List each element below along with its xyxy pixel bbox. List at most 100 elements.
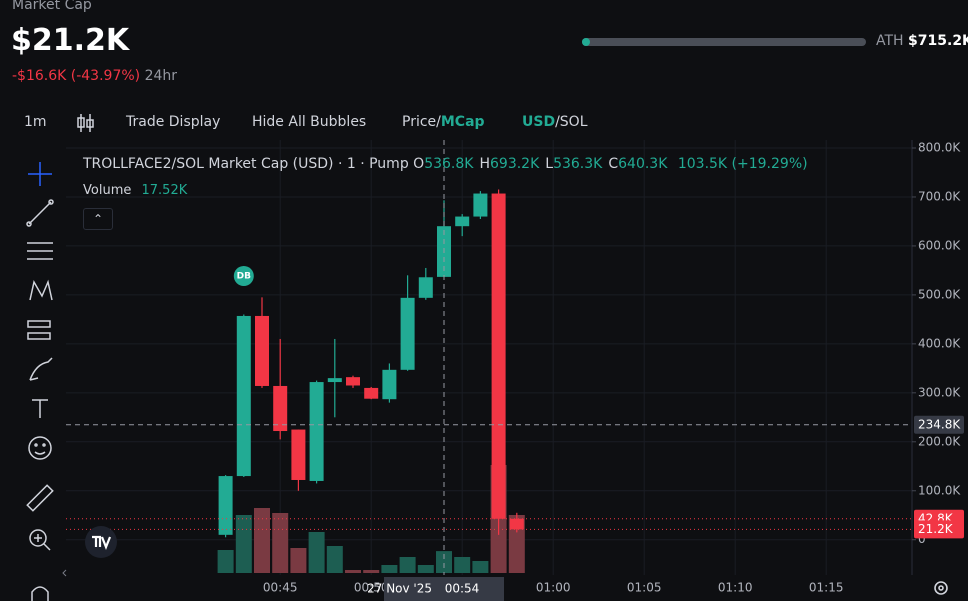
price-tag-label: 21.2K (918, 522, 954, 536)
volume-bar (363, 570, 380, 573)
volume-name: Volume (83, 183, 132, 198)
legend-key: L (545, 156, 554, 172)
candle-body (236, 315, 251, 477)
candle-body (509, 518, 524, 530)
ath-row: ATH $715.2K (876, 33, 968, 49)
candle-type-icon[interactable] (76, 112, 96, 134)
settings-icon[interactable] (934, 581, 948, 595)
volume-bar (217, 550, 234, 573)
candle-body (309, 382, 324, 481)
y-tick-label: 500.0K (918, 287, 961, 301)
legend: TROLLFACE2/SOL Market Cap (USD) · 1 · Pu… (83, 156, 808, 172)
y-axis: 0 100.0K 200.0K 300.0K 400.0K 500.0K 600.0K 700… (912, 141, 964, 546)
volume-bar (436, 551, 452, 573)
volume-bar (345, 570, 361, 573)
interval-button[interactable]: 1m (24, 114, 47, 130)
y-tick-label: 700.0K (918, 189, 961, 203)
plot-area: 00:4500:5000:5501:0001:0501:1001:15DB27 … (66, 140, 912, 601)
legend-value: 536.3K (553, 156, 603, 172)
toggle-option: SOL (559, 114, 588, 130)
volume-bar (272, 513, 289, 573)
x-tick-label: 01:05 (627, 581, 662, 595)
candle-body (364, 387, 379, 399)
tv-logo-mark (92, 535, 112, 550)
legend-change: 103.5K (+19.29%) (677, 156, 808, 172)
collapse-legend-button[interactable]: ⌃ (83, 208, 113, 230)
y-tick-label: 400.0K (918, 336, 961, 350)
header-change-row: -$16.6K (-43.97%) 24hr (12, 68, 177, 84)
bubbles-button[interactable]: Hide All Bubbles (252, 114, 367, 130)
ath-bar (582, 38, 866, 46)
scroll-left[interactable] (62, 569, 67, 577)
legend-ohlc: O536.8K H693.2K L536.3K C640.3K (413, 156, 673, 172)
crosshair-time: 00:54 (445, 582, 480, 596)
volume-bar (235, 515, 252, 573)
volume-bar (399, 557, 416, 573)
volume-bar (417, 565, 434, 573)
crosshair-y-label: 234.8K (918, 417, 961, 431)
legend-value: 536.8K (424, 156, 474, 172)
x-tick-label: 01:15 (809, 581, 844, 595)
toggle-sep: / (555, 114, 560, 130)
toggle-option: Price (402, 114, 437, 130)
x-tick-label: 00:50 (354, 581, 389, 595)
y-tick-label: 0 (918, 532, 926, 546)
legend-key: H (479, 156, 490, 172)
drawing-tools (26, 162, 54, 601)
ath-value: $715.2K (908, 33, 968, 49)
volume-bar (254, 508, 270, 573)
crosshair-x-tag (384, 577, 504, 601)
volume-bar (454, 557, 471, 573)
candle-body (382, 369, 397, 400)
candle-body (455, 216, 470, 227)
legend-key: C (608, 156, 619, 172)
volume-bar (290, 548, 307, 573)
candle-body (473, 193, 488, 217)
crosshair-date: 27 Nov '25 (367, 582, 432, 596)
trade-bubble-label: DB (237, 272, 251, 282)
candle-body (291, 429, 306, 480)
toggle-option: USD (522, 114, 556, 130)
candle-body (346, 377, 360, 386)
legend-value: 640.3K (618, 156, 668, 172)
y-tick-label: 600.0K (918, 238, 961, 252)
ath-label: ATH (876, 33, 904, 49)
volume-bar (508, 515, 525, 573)
volume-bar (472, 561, 489, 573)
ath-progress (582, 38, 590, 46)
x-tick-label: 00:45 (263, 581, 298, 595)
header-change: -$16.6K (-43.97%) (12, 68, 141, 84)
x-tick-label: 01:10 (718, 581, 753, 595)
crosshair-y-tag (914, 415, 964, 434)
trade-bubble (233, 266, 254, 286)
x-tick-label: 01:00 (536, 581, 571, 595)
volume-bar (326, 546, 343, 573)
usd-sol-toggle[interactable]: USD/SOL (522, 114, 588, 130)
legend-value: 693.2K (490, 156, 540, 172)
header-period: 24hr (144, 68, 178, 84)
volume-bar (308, 532, 325, 573)
price-tag (914, 520, 964, 539)
toggle-sep: / (436, 114, 441, 130)
y-tick-label: 200.0K (918, 434, 961, 448)
volume-legend: Volume 17.52K (83, 183, 187, 198)
volume-value: 17.52K (141, 183, 188, 198)
header-label: Market Cap (12, 0, 92, 13)
legend-key: O (413, 156, 425, 172)
candle-body (491, 193, 506, 519)
y-tick-label: 100.0K (918, 483, 961, 497)
toggle-option: MCap (440, 114, 485, 130)
trade-display-button[interactable]: Trade Display (126, 114, 221, 130)
price-mcap-toggle[interactable]: Price/MCap (402, 114, 485, 130)
header-value: $21.2K (11, 23, 130, 58)
y-tick-label: 800.0K (918, 141, 961, 155)
candle-body (418, 277, 433, 298)
candle-body (255, 315, 269, 386)
volume-bar (381, 565, 398, 573)
candle-body (327, 378, 342, 383)
candle-body (218, 476, 233, 535)
candle-body (400, 297, 415, 370)
legend-title: TROLLFACE2/SOL Market Cap (USD) · 1 · Pu… (83, 156, 409, 172)
